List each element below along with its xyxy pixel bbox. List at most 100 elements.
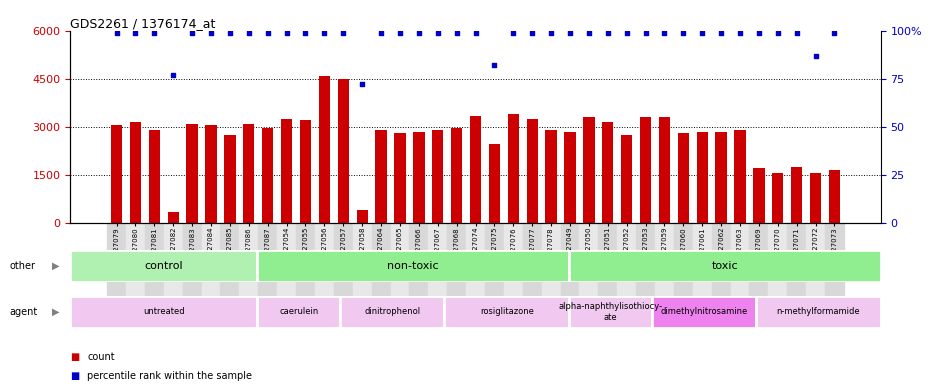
Bar bbox=[258, 223, 277, 309]
Bar bbox=[201, 223, 220, 309]
Bar bbox=[281, 119, 292, 223]
Bar bbox=[790, 167, 801, 223]
Bar bbox=[239, 223, 258, 309]
Bar bbox=[598, 223, 617, 309]
Bar bbox=[578, 223, 598, 309]
Bar bbox=[469, 116, 481, 223]
Bar bbox=[257, 250, 568, 282]
Bar bbox=[771, 173, 782, 223]
Point bbox=[184, 30, 199, 36]
Bar bbox=[639, 117, 651, 223]
Bar bbox=[677, 133, 688, 223]
Point bbox=[562, 30, 577, 36]
Point bbox=[732, 30, 747, 36]
Bar bbox=[602, 122, 613, 223]
Bar bbox=[337, 79, 348, 223]
Bar bbox=[375, 130, 387, 223]
Bar bbox=[560, 223, 578, 309]
Point bbox=[619, 30, 634, 36]
Bar bbox=[428, 223, 446, 309]
Text: rosiglitazone: rosiglitazone bbox=[479, 308, 534, 316]
Bar bbox=[70, 296, 257, 328]
Text: non-toxic: non-toxic bbox=[387, 261, 439, 271]
Bar bbox=[755, 296, 880, 328]
Bar bbox=[545, 130, 556, 223]
Bar bbox=[695, 131, 708, 223]
Text: caerulein: caerulein bbox=[279, 308, 318, 316]
Bar bbox=[828, 170, 840, 223]
Text: ▶: ▶ bbox=[51, 307, 59, 317]
Bar bbox=[262, 128, 273, 223]
Bar bbox=[356, 210, 368, 223]
Text: alpha-naphthylisothiocy-
ate: alpha-naphthylisothiocy- ate bbox=[558, 302, 662, 322]
Bar bbox=[489, 144, 500, 223]
Text: dimethylnitrosamine: dimethylnitrosamine bbox=[660, 308, 747, 316]
Bar bbox=[224, 135, 235, 223]
Bar bbox=[711, 223, 730, 309]
Bar bbox=[242, 124, 255, 223]
Bar bbox=[805, 223, 825, 309]
Text: count: count bbox=[87, 352, 114, 362]
Bar bbox=[582, 117, 594, 223]
Point bbox=[487, 62, 502, 68]
Bar bbox=[692, 223, 711, 309]
Text: agent: agent bbox=[9, 307, 37, 317]
Text: percentile rank within the sample: percentile rank within the sample bbox=[87, 371, 252, 381]
Point bbox=[355, 81, 370, 88]
Bar bbox=[314, 223, 333, 309]
Point bbox=[467, 30, 482, 36]
Bar bbox=[145, 223, 164, 309]
Bar bbox=[296, 223, 314, 309]
Text: other: other bbox=[9, 261, 36, 271]
Bar bbox=[526, 119, 537, 223]
Text: ▶: ▶ bbox=[51, 261, 59, 271]
Bar bbox=[300, 120, 311, 223]
Bar bbox=[568, 296, 651, 328]
Point bbox=[128, 30, 143, 36]
Bar bbox=[636, 223, 654, 309]
Point bbox=[411, 30, 426, 36]
Text: n-methylformamide: n-methylformamide bbox=[776, 308, 859, 316]
Point bbox=[580, 30, 595, 36]
Bar bbox=[768, 223, 786, 309]
Point bbox=[656, 30, 671, 36]
Bar bbox=[444, 296, 568, 328]
Point bbox=[316, 30, 331, 36]
Bar bbox=[107, 223, 125, 309]
Point bbox=[430, 30, 445, 36]
Bar bbox=[651, 296, 755, 328]
Point bbox=[222, 30, 237, 36]
Point bbox=[826, 30, 841, 36]
Point bbox=[335, 30, 350, 36]
Bar bbox=[654, 223, 673, 309]
Bar bbox=[673, 223, 692, 309]
Point bbox=[203, 30, 218, 36]
Bar bbox=[450, 128, 461, 223]
Point bbox=[600, 30, 615, 36]
Point bbox=[166, 72, 181, 78]
Bar bbox=[70, 250, 257, 282]
Point bbox=[788, 30, 803, 36]
Point bbox=[751, 30, 766, 36]
Point bbox=[373, 30, 388, 36]
Bar bbox=[333, 223, 352, 309]
Point bbox=[279, 30, 294, 36]
Point bbox=[675, 30, 690, 36]
Point bbox=[637, 30, 652, 36]
Bar bbox=[734, 130, 745, 223]
Point bbox=[543, 30, 558, 36]
Bar bbox=[257, 296, 340, 328]
Bar bbox=[130, 122, 141, 223]
Text: dinitrophenol: dinitrophenol bbox=[364, 308, 420, 316]
Bar bbox=[164, 223, 183, 309]
Bar bbox=[749, 223, 768, 309]
Bar bbox=[715, 131, 726, 223]
Text: control: control bbox=[144, 261, 183, 271]
Point bbox=[769, 30, 784, 36]
Bar bbox=[522, 223, 541, 309]
Bar bbox=[563, 131, 575, 223]
Point bbox=[147, 30, 162, 36]
Bar bbox=[507, 114, 519, 223]
Point bbox=[298, 30, 313, 36]
Point bbox=[694, 30, 709, 36]
